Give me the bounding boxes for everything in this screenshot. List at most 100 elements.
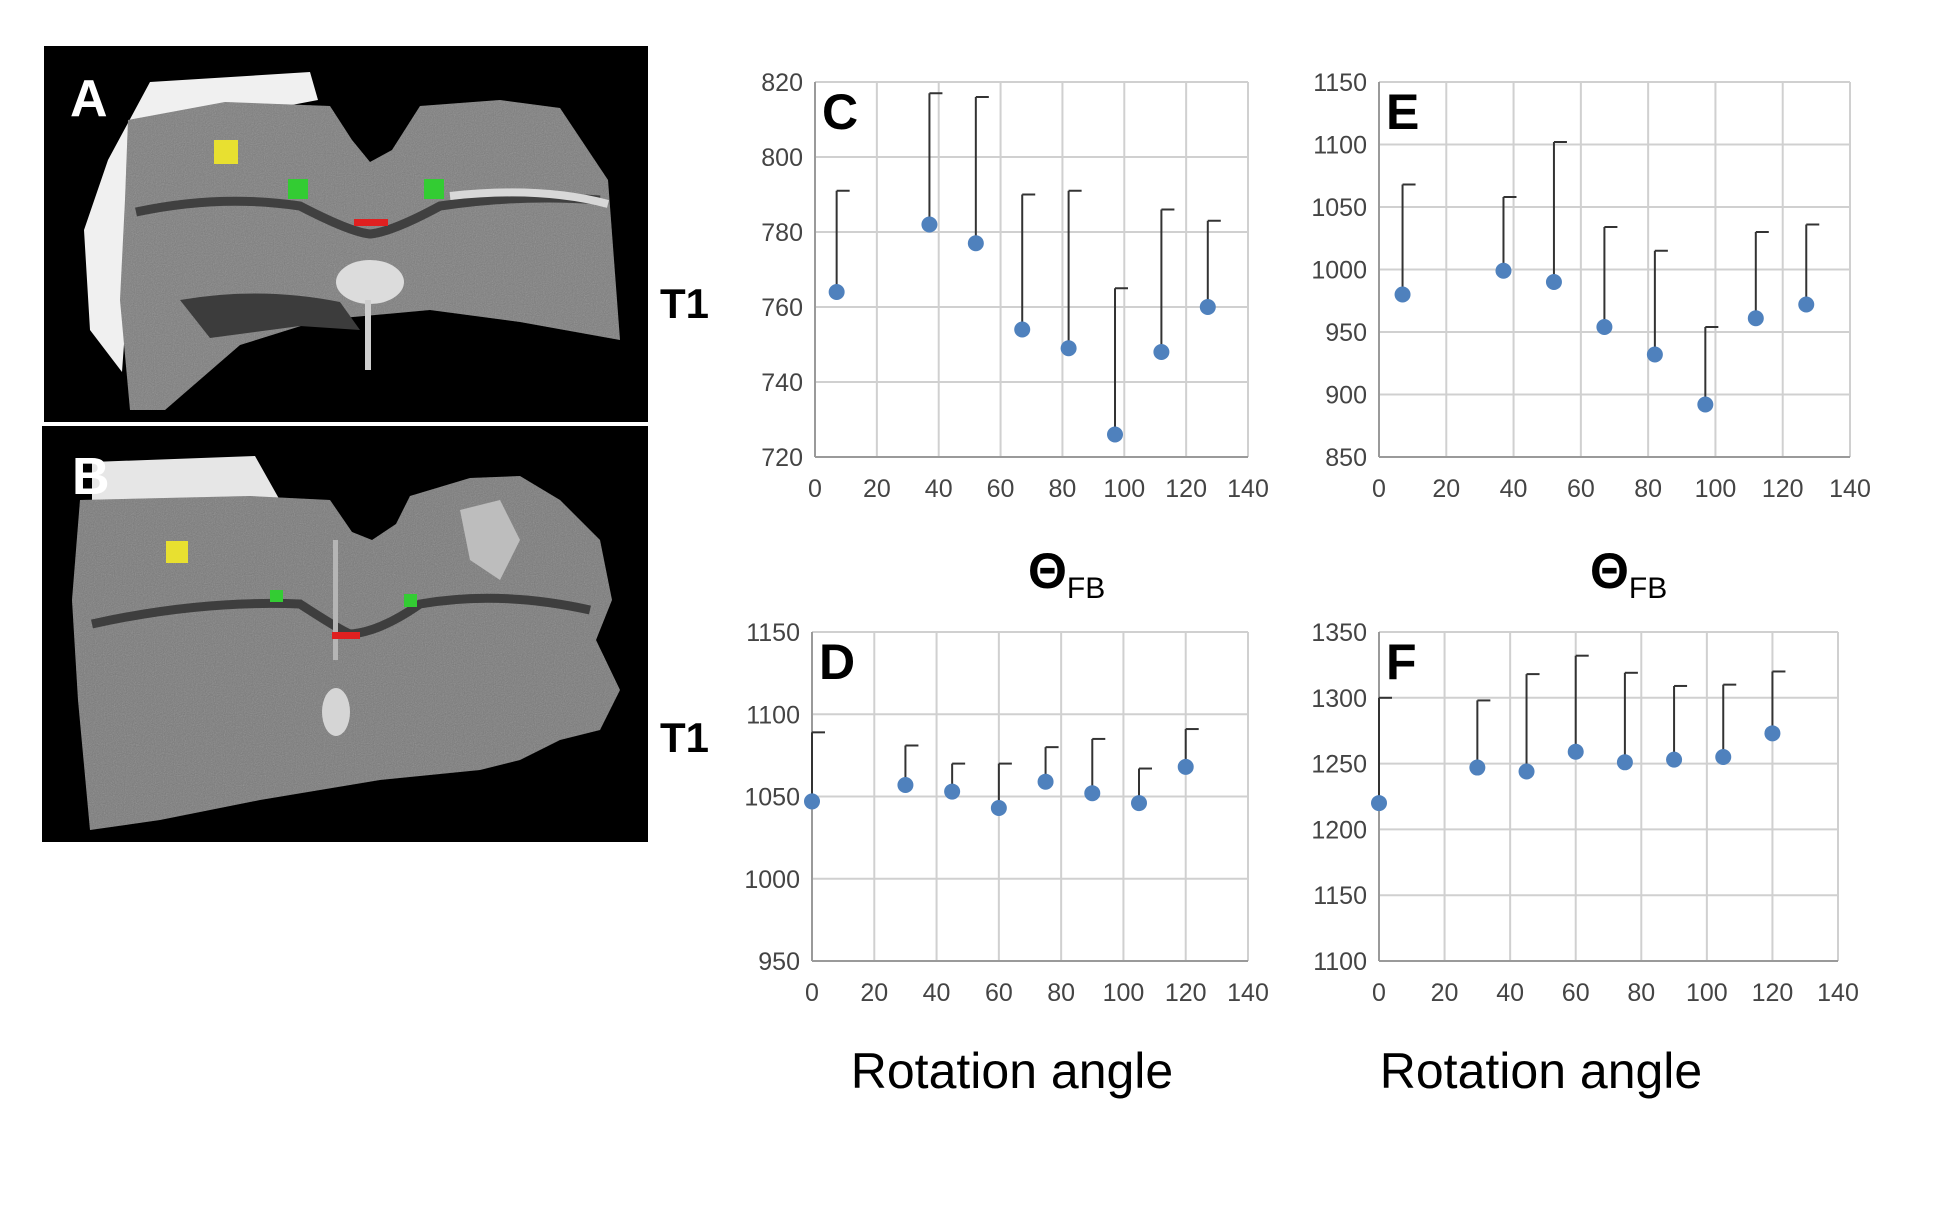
d-xtick-label: 80	[1047, 979, 1075, 1007]
mri-a-roi-red	[354, 219, 388, 226]
f-xtick-label: 120	[1752, 979, 1794, 1007]
e-data-point	[1545, 274, 1562, 290]
e-xtick-label: 40	[1500, 475, 1528, 503]
f-xtick-label: 140	[1817, 979, 1859, 1007]
c-data-point	[967, 235, 984, 252]
f-ytick-label: 1150	[1313, 882, 1367, 910]
c-data-point	[1107, 426, 1124, 443]
d-xtick-label: 100	[1103, 979, 1145, 1007]
d-data-point	[1177, 758, 1194, 775]
chart-panel-c: 720 740 760 780 800 820 0 20 40 60 80 100 120 140 C	[761, 69, 1269, 503]
c-xtick-label: 60	[987, 475, 1015, 503]
e-ytick-label: 1000	[1311, 257, 1367, 285]
d-xtick-label: 20	[860, 979, 888, 1007]
rotation-label-left: Rotation angle	[851, 1043, 1173, 1099]
chart-panel-d: 950 1000 1050 1100 1150 0 20 40 60 80 100 120 140 D	[744, 619, 1268, 1007]
mri-a-dark-band	[135, 193, 601, 239]
mri-panel-b: B	[42, 426, 648, 842]
y-axis-label-top: T1	[660, 280, 709, 327]
mri-a-midline	[365, 300, 371, 370]
mri-a-lower-dark	[180, 293, 360, 338]
f-xtick-label: 20	[1431, 979, 1459, 1007]
mri-panel-a: A	[44, 46, 648, 422]
e-xtick-label: 140	[1829, 475, 1871, 503]
f-xtick-label: 0	[1372, 979, 1386, 1007]
c-xtick-label: 0	[808, 475, 822, 503]
theta-symbol-right: Θ	[1590, 543, 1629, 599]
mri-b-letter: B	[72, 448, 110, 506]
d-ytick-label: 1000	[744, 866, 800, 894]
theta-subscript-left: FB	[1067, 572, 1105, 605]
e-data-point	[1394, 286, 1411, 303]
c-data-point	[921, 216, 938, 233]
e-data-point	[1495, 262, 1512, 279]
chart-panel-f: 1100 1150 1200 1250 1300 1350 0 20 40 60 80 100 120 1…	[1311, 619, 1858, 1007]
e-xtick-label: 0	[1372, 475, 1386, 503]
c-panel-letter: C	[822, 84, 858, 140]
mri-a-roi-green-right	[424, 179, 444, 199]
mri-b-roi-red	[332, 632, 360, 639]
c-ytick-label: 800	[761, 144, 803, 172]
c-ytick-label: 780	[761, 219, 803, 247]
c-xtick-label: 40	[925, 475, 953, 503]
f-xtick-label: 100	[1686, 979, 1728, 1007]
d-data-point	[1037, 773, 1054, 790]
c-xtick-label: 140	[1227, 475, 1269, 503]
e-data-point	[1646, 346, 1663, 363]
d-xtick-label: 40	[923, 979, 951, 1007]
e-xtick-label: 80	[1634, 475, 1662, 503]
theta-subscript-right: FB	[1629, 572, 1667, 605]
f-ytick-label: 1200	[1311, 816, 1367, 844]
d-ytick-label: 1100	[746, 701, 800, 729]
f-data-point	[1715, 749, 1732, 766]
f-ytick-label: 1100	[1313, 948, 1367, 976]
mri-b-roi-green-left	[270, 590, 283, 602]
chart-panel-e: 850 900 950 1000 1050 1100 1150 0 20 40 60 80 100 120…	[1311, 69, 1870, 503]
c-ytick-label: 760	[761, 294, 803, 322]
mri-a-bright-center	[336, 260, 404, 304]
e-data-point	[1596, 319, 1613, 335]
c-ytick-label: 720	[761, 444, 803, 472]
e-data-point	[1747, 310, 1764, 327]
mri-b-midline	[333, 540, 338, 660]
d-ytick-label: 950	[758, 948, 800, 976]
y-axis-label-bottom: T1	[660, 714, 709, 761]
d-data-point	[1131, 795, 1147, 812]
e-xtick-label: 20	[1432, 475, 1460, 503]
e-xtick-label: 60	[1567, 475, 1595, 503]
e-panel-letter: E	[1386, 84, 1419, 140]
mri-a-letter: A	[70, 70, 108, 128]
f-xtick-label: 40	[1496, 979, 1524, 1007]
c-data-point	[1060, 340, 1077, 357]
e-xtick-label: 120	[1762, 475, 1804, 503]
f-ytick-label: 1300	[1311, 685, 1367, 713]
mri-a-roi-green-left	[288, 179, 308, 199]
c-data-point	[1199, 299, 1216, 315]
d-xtick-label: 0	[805, 979, 819, 1007]
f-data-point	[1764, 725, 1781, 742]
e-ytick-label: 1150	[1313, 69, 1367, 97]
c-data-point	[1153, 344, 1170, 360]
mri-a-white-band	[449, 188, 610, 208]
f-data-point	[1666, 751, 1683, 768]
theta-label-right: ΘFB	[1590, 543, 1667, 605]
c-xtick-label: 80	[1049, 475, 1077, 503]
mri-b-roi-yellow	[166, 541, 188, 563]
d-panel-letter: D	[819, 634, 855, 690]
f-ytick-label: 1350	[1311, 619, 1367, 647]
c-data-point	[828, 284, 845, 300]
f-data-point	[1371, 795, 1387, 812]
e-ytick-label: 1050	[1311, 194, 1367, 222]
c-data-point	[1014, 321, 1031, 338]
e-ytick-label: 900	[1325, 382, 1367, 410]
d-data-point	[804, 793, 820, 810]
d-data-point	[897, 776, 914, 793]
e-xtick-label: 100	[1695, 475, 1737, 503]
d-data-point	[1084, 785, 1101, 802]
f-xtick-label: 80	[1627, 979, 1655, 1007]
f-panel-letter: F	[1386, 634, 1417, 690]
f-data-point	[1567, 743, 1584, 760]
c-xtick-label: 20	[863, 475, 891, 503]
e-data-point	[1798, 296, 1815, 313]
